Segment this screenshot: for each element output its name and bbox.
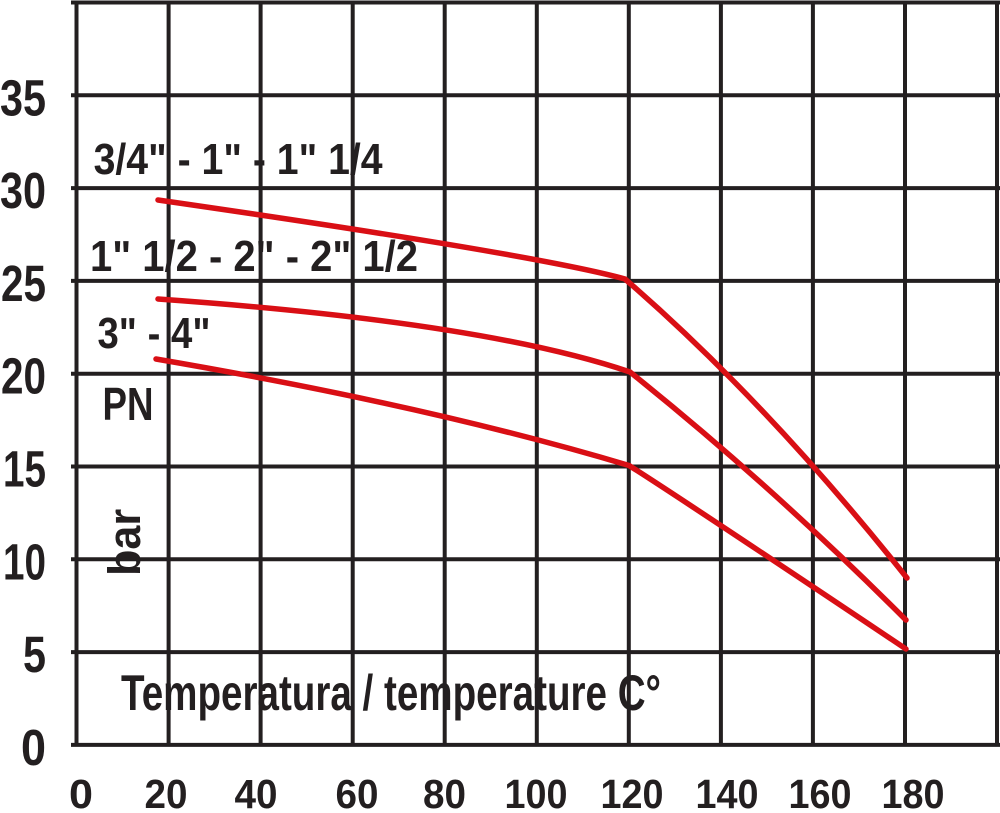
svg-text:1" 1/2 - 2" - 2" 1/2: 1" 1/2 - 2" - 2" 1/2	[90, 232, 418, 281]
svg-text:80: 80	[423, 771, 466, 813]
svg-text:160: 160	[789, 771, 852, 813]
svg-text:0: 0	[69, 771, 93, 813]
svg-text:PN: PN	[103, 378, 154, 430]
svg-text:30: 30	[0, 162, 46, 219]
svg-text:140: 140	[696, 771, 759, 813]
svg-text:5: 5	[23, 626, 46, 683]
svg-text:15: 15	[3, 441, 46, 498]
svg-text:60: 60	[336, 771, 379, 813]
svg-text:35: 35	[0, 69, 46, 126]
svg-text:bar: bar	[99, 509, 150, 576]
svg-text:0: 0	[21, 719, 46, 776]
svg-text:Temperatura / temperature C°: Temperatura / temperature C°	[121, 665, 661, 721]
svg-text:3/4" - 1" - 1" 1/4: 3/4" - 1" - 1" 1/4	[94, 135, 383, 184]
svg-text:120: 120	[601, 771, 664, 813]
svg-text:3" - 4": 3" - 4"	[98, 309, 211, 358]
svg-text:100: 100	[505, 771, 568, 813]
svg-text:25: 25	[1, 255, 46, 312]
svg-text:20: 20	[1, 348, 46, 405]
svg-text:180: 180	[882, 771, 945, 813]
svg-text:40: 40	[235, 771, 278, 813]
svg-text:10: 10	[3, 533, 46, 590]
svg-text:20: 20	[145, 771, 188, 813]
